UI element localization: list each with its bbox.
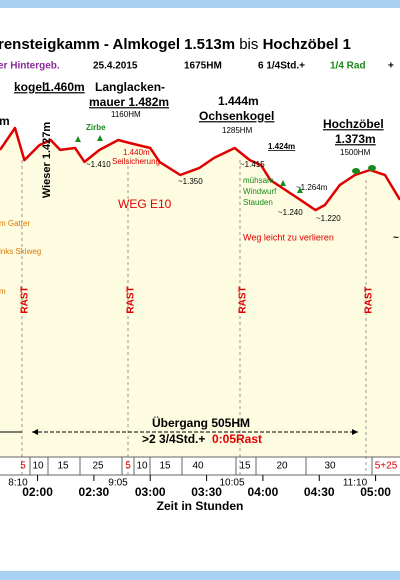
x-tick-label: 05:00 (360, 485, 391, 499)
x-axis-title: Zeit in Stunden (157, 499, 244, 513)
subtitle-part: 1/4 Rad (330, 61, 366, 72)
x-tick-label: 03:30 (191, 485, 222, 499)
annotation: ~ (393, 233, 399, 244)
rests: RAST RAST RAST RAST (20, 286, 375, 313)
duration: 15 (57, 461, 69, 472)
annotation: Stauden (243, 198, 273, 207)
annotation: 1.373m (335, 132, 376, 146)
duration: 15 (159, 461, 171, 472)
transfer-label: 0:05Rast (212, 432, 262, 446)
annotation: inks Skiweg (0, 247, 41, 256)
annotation: mauer 1.482m (89, 95, 169, 109)
subtitle: er Hintergeb. 25.4.2015 1675HM 6 1/4Std.… (0, 61, 394, 72)
annotation: 1.460m (44, 80, 85, 94)
x-tick-label: 02:30 (79, 485, 110, 499)
tree (75, 135, 303, 193)
time-mark: 9:05 (108, 478, 128, 489)
x-tick-label: 02:00 (22, 485, 53, 499)
plot-area (0, 126, 400, 457)
title-part: Hochzöbel 1 (263, 36, 351, 53)
annotation: 1.440m (123, 148, 150, 157)
annotation: Seilsicherung (112, 157, 160, 166)
tree (368, 165, 376, 171)
annotation: 1500HM (340, 148, 371, 157)
trees (75, 135, 376, 193)
x-tick-label: 04:30 (304, 485, 335, 499)
annotation: Weg leicht zu verlieren (243, 232, 334, 242)
duration-labels: 5 10 15 25 5 10 15 40 15 20 30 5+25 (20, 461, 397, 472)
rest-label: RAST (126, 286, 137, 313)
profile-area (0, 128, 400, 457)
annotation: m (0, 114, 10, 128)
x-tick-label: 04:00 (248, 485, 279, 499)
chart-title: rensteigkamm - Almkogel 1.513m bis Hochz… (0, 36, 351, 53)
profile-line (0, 126, 400, 212)
transfer-label: Übergang 505HM (152, 415, 250, 430)
annotation: Wieser 1.427m (41, 122, 53, 199)
duration: 10 (136, 461, 148, 472)
duration: 5 (20, 461, 26, 472)
rest-label: RAST (20, 286, 31, 313)
annotation: 1.444m (218, 94, 259, 108)
duration: 15 (239, 461, 251, 472)
duration-separator (29, 457, 373, 475)
duration: 5 (125, 461, 131, 472)
rest-label: RAST (238, 286, 249, 313)
x-tick-label: 03:00 (135, 485, 166, 499)
annotation: Hochzöbel (323, 117, 384, 131)
annotation: 1285HM (222, 126, 253, 135)
time-marks: 8:10 9:05 10:05 11:10 (8, 478, 367, 489)
title-part: bis (239, 36, 258, 53)
transfer-label: >2 3/4Std.+ (142, 432, 205, 446)
duration: 20 (276, 461, 288, 472)
annotation: m (0, 287, 6, 296)
annotation: 1160HM (111, 110, 141, 119)
annotation: Windwurf (243, 187, 277, 196)
subtitle-part: 25.4.2015 (93, 61, 138, 72)
rest-label: RAST (364, 286, 375, 313)
annotation: ~1.240 (278, 208, 303, 217)
time-mark: 8:10 (8, 478, 28, 489)
annotation: WEG E10 (118, 197, 172, 211)
annotation: ~1.415 (240, 160, 265, 169)
duration: 30 (324, 461, 336, 472)
durations (0, 456, 400, 476)
subtitle-part: 6 1/4Std.+ (258, 61, 305, 72)
duration: 25 (92, 461, 104, 472)
annotation: m Gatter (0, 219, 30, 228)
annotations: kogel 1.460m Langlacken- mauer 1.482m 11… (0, 80, 399, 296)
subtitle-part: er Hintergeb. (0, 61, 60, 72)
transfer: Übergang 505HM >2 3/4Std.+ 0:05Rast (0, 415, 358, 446)
frame-bottom (0, 571, 400, 580)
frame-top (0, 0, 400, 8)
time-mark: 10:05 (219, 478, 244, 489)
duration: 10 (32, 461, 44, 472)
annotation: Zirbe (86, 123, 106, 132)
rest-lines (21, 160, 367, 475)
duration: 5+25 (375, 461, 398, 472)
duration: 40 (192, 461, 204, 472)
title-part: rensteigkamm - Almkogel 1.513m (0, 36, 235, 53)
annotation: mühsam (243, 176, 274, 185)
subtitle-part: + (388, 61, 394, 72)
annotation: ~1.264m (296, 183, 328, 192)
annotation: 1.424m (268, 142, 295, 151)
annotation: Ochsenkogel (199, 109, 274, 123)
subtitle-part: 1675HM (184, 61, 222, 72)
annotation: ~1.410 (86, 160, 111, 169)
tree (352, 168, 360, 174)
annotation: ~1.350 (178, 177, 203, 186)
annotation: ~1.220 (316, 214, 341, 223)
time-mark: 11:10 (343, 478, 368, 489)
annotation: Langlacken- (95, 80, 165, 94)
annotation: kogel (14, 80, 45, 94)
